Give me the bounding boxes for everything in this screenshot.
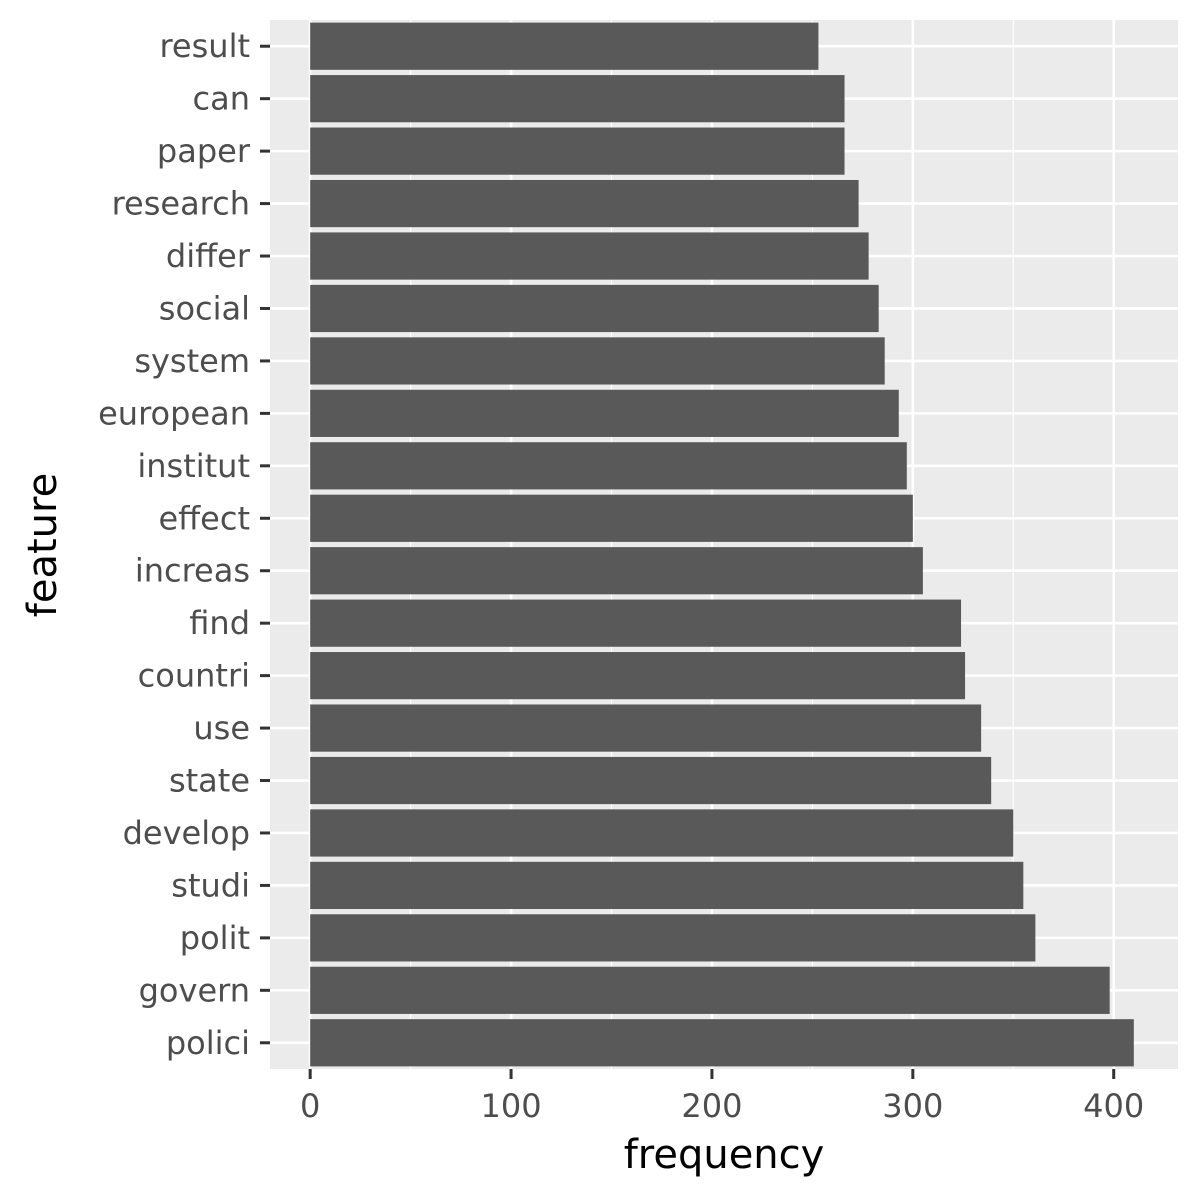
bar-european [310,389,899,437]
bar-can [310,75,845,123]
bars [310,22,1134,1067]
x-tick-label: 300 [882,1087,943,1125]
bar-institut [310,442,907,490]
bar-govern [310,966,1110,1014]
x-tick-label: 400 [1083,1087,1144,1125]
x-tick-label: 0 [300,1087,320,1125]
y-tick-label: govern [139,971,250,1009]
y-tick-label: system [134,342,250,380]
y-tick-label: use [193,709,250,747]
y-tick-label: develop [123,814,250,852]
y-tick-label: studi [171,866,250,904]
bar-increas [310,547,923,595]
plot-panel [270,20,1178,1069]
y-axis: polici govern polit studi develop state use cou… [98,27,270,1062]
bar-find [310,599,962,647]
bar-social [310,284,879,333]
x-tick-label: 100 [481,1087,542,1125]
bar-paper [310,127,845,175]
y-tick-label: can [193,80,250,118]
bar-polici [310,1019,1134,1067]
y-axis-title: feature [20,473,66,617]
y-tick-label: effect [158,499,250,537]
bar-studi [310,861,1024,910]
y-tick-label: countri [138,657,250,695]
y-tick-label: research [112,185,250,223]
bar-differ [310,232,869,280]
bar-research [310,179,859,228]
bar-countri [310,652,966,700]
bar-develop [310,809,1014,857]
bar-state [310,756,992,805]
bar-system [310,337,885,385]
y-tick-label: increas [135,552,250,590]
bar-polit [310,914,1036,962]
y-tick-label: institut [137,447,250,485]
y-tick-label: european [98,394,250,432]
y-tick-label: result [159,27,250,65]
x-axis-title: frequency [624,1132,825,1178]
y-tick-label: social [159,289,250,327]
bar-effect [310,494,913,542]
x-tick-label: 200 [681,1087,742,1125]
y-tick-label: polici [166,1024,250,1062]
y-tick-label: polit [180,919,250,957]
x-axis: 0 100 200 300 400 [300,1069,1144,1125]
bar-use [310,704,982,752]
y-tick-label: find [189,604,250,642]
bar-result [310,22,819,70]
y-tick-label: state [169,762,250,800]
y-tick-label: paper [157,132,251,170]
y-tick-label: differ [166,237,251,275]
